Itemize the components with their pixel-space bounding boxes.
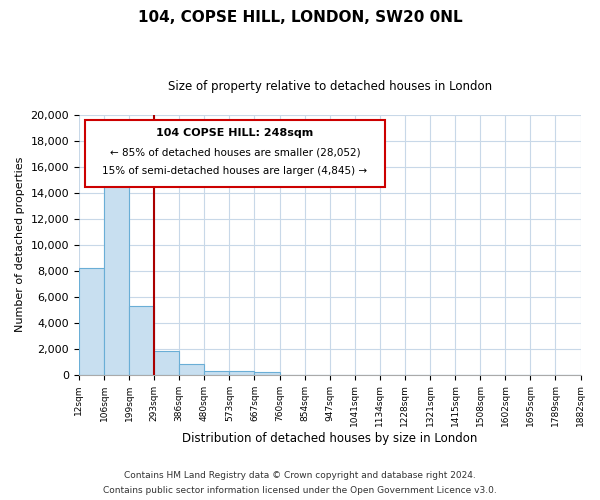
Text: Contains HM Land Registry data © Crown copyright and database right 2024.: Contains HM Land Registry data © Crown c… [124, 471, 476, 480]
Bar [229, 372, 254, 374]
Text: ← 85% of detached houses are smaller (28,052): ← 85% of detached houses are smaller (28… [110, 148, 360, 158]
X-axis label: Distribution of detached houses by size in London: Distribution of detached houses by size … [182, 432, 478, 445]
Text: 15% of semi-detached houses are larger (4,845) →: 15% of semi-detached houses are larger (… [103, 166, 367, 176]
Text: Contains public sector information licensed under the Open Government Licence v3: Contains public sector information licen… [103, 486, 497, 495]
Text: 104, COPSE HILL, LONDON, SW20 0NL: 104, COPSE HILL, LONDON, SW20 0NL [137, 10, 463, 25]
Text: 104 COPSE HILL: 248sqm: 104 COPSE HILL: 248sqm [156, 128, 314, 138]
Bar [79, 268, 104, 374]
Y-axis label: Number of detached properties: Number of detached properties [15, 157, 25, 332]
Bar [154, 350, 179, 374]
Bar [205, 370, 229, 374]
Bar [179, 364, 205, 374]
Bar [104, 160, 129, 374]
Title: Size of property relative to detached houses in London: Size of property relative to detached ho… [167, 80, 492, 93]
Bar [254, 372, 280, 374]
Bar [129, 306, 154, 374]
